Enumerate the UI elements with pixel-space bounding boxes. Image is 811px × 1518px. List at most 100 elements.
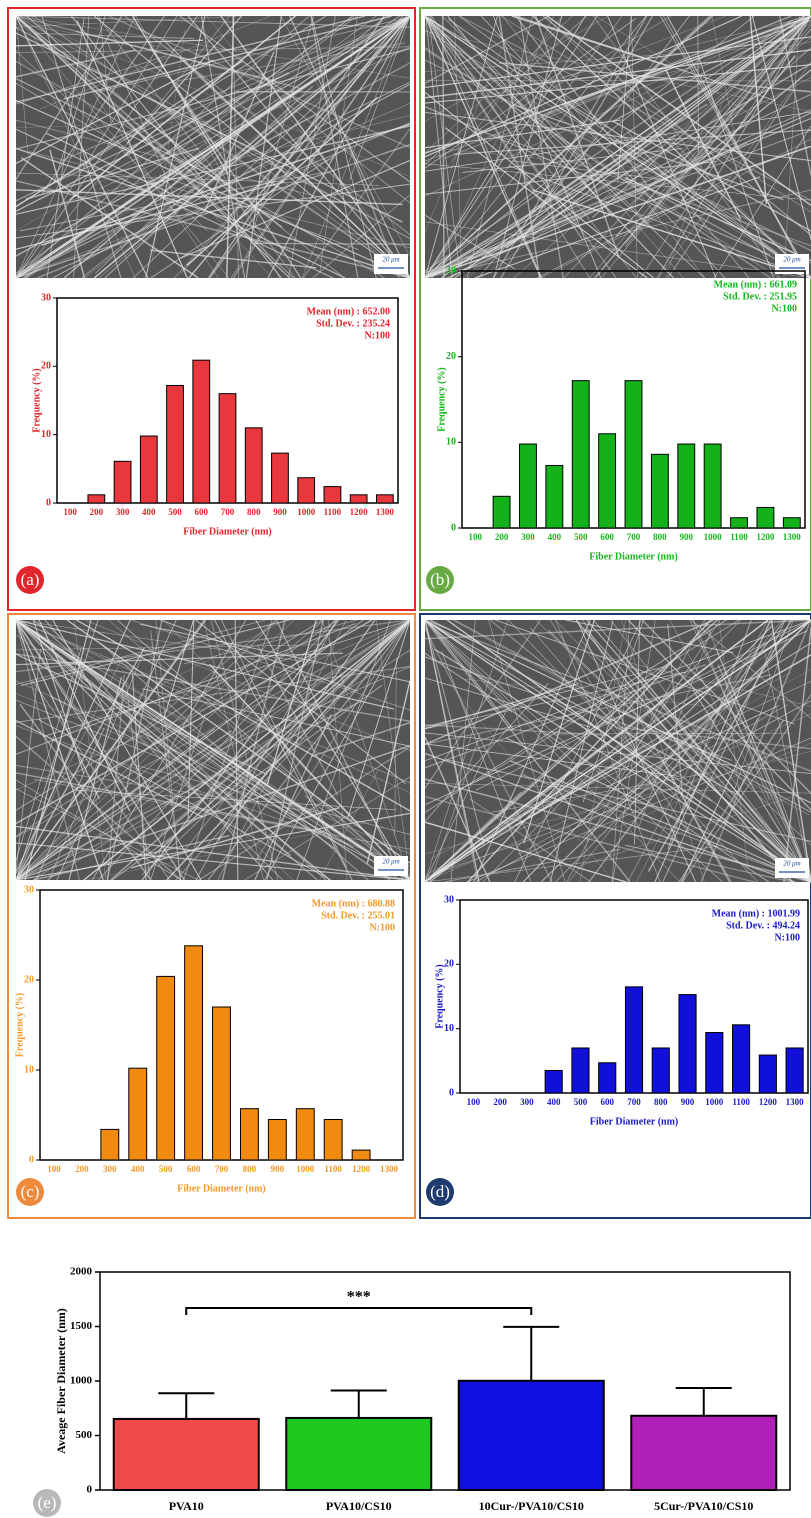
bar [759,1055,776,1093]
x-tick-label: 900 [271,1164,285,1174]
x-tick-label: 400 [548,532,562,542]
x-tick-label: 300 [520,1097,534,1107]
x-tick-label: 800 [243,1164,257,1174]
bar [545,1070,562,1093]
x-axis-title: Fiber Diameter (nm) [589,551,678,562]
x-tick-label: 1200 [350,507,369,517]
x-tick-label: 1100 [732,1097,750,1107]
x-tick-label: 400 [142,507,156,517]
x-tick-label: 100 [63,507,77,517]
stats-annotation: Std. Dev. : 235.24 [316,318,390,329]
x-tick-label: 800 [247,507,261,517]
bar [167,385,184,503]
x-tick-label: 1000 [705,1097,724,1107]
bar [631,1416,776,1490]
y-tick-label: 0 [29,1154,34,1165]
bar [157,976,175,1160]
x-tick-label: 700 [627,532,641,542]
x-tick-label: 1300 [380,1164,399,1174]
y-tick-label: 10 [446,437,456,448]
stats-annotation: Mean (nm) : 1001.99 [712,908,800,919]
y-tick-label: 10 [444,1023,454,1034]
bar [298,478,315,503]
x-axis-title: Fiber Diameter (nm) [177,1183,266,1194]
x-tick-label: 400 [131,1164,145,1174]
x-tick-label: 100 [47,1164,61,1174]
bar [706,1033,723,1093]
x-tick-label: 500 [159,1164,173,1174]
x-tick-label: 600 [600,1097,614,1107]
x-tick-label: 900 [680,532,694,542]
stats-annotation: Mean (nm) : 680.88 [312,898,395,909]
x-tick-label: PVA10/CS10 [326,1499,392,1513]
bar [140,436,157,503]
y-tick-label: 30 [446,265,456,276]
panel-label: (a) [21,570,40,589]
bar [757,507,774,528]
x-tick-label: 1000 [297,507,316,517]
y-tick-label: 0 [449,1087,454,1098]
y-tick-label: 20 [446,351,456,362]
stats-annotation: N:100 [369,922,395,933]
x-tick-label: 500 [168,507,182,517]
x-tick-label: 1200 [352,1164,371,1174]
bar [101,1129,119,1160]
stats-annotation: Std. Dev. : 255.01 [321,910,395,921]
x-tick-label: 900 [273,507,287,517]
fiber [698,16,699,153]
x-tick-label: 100 [468,532,482,542]
bar [352,1150,370,1160]
x-tick-label: 700 [221,507,235,517]
scale-bar-label: 20 μm [783,860,800,868]
stats-annotation: Mean (nm) : 652.00 [307,306,390,317]
stats-annotation: Mean (nm) : 661.09 [714,279,797,290]
y-tick-label: 0 [87,1484,93,1496]
x-tick-label: 100 [467,1097,481,1107]
y-tick-label: 10 [41,429,51,440]
bar [245,428,262,503]
y-axis-title: Frequency (%) [434,964,445,1029]
panel-label: (e) [38,1493,57,1512]
stats-annotation: N:100 [774,932,800,943]
y-tick-label: 30 [24,884,34,895]
x-tick-label: 1000 [296,1164,315,1174]
x-tick-label: 700 [215,1164,229,1174]
bar [350,495,367,503]
significance-bracket [186,1308,531,1315]
y-tick-label: 2000 [70,1266,93,1278]
bar [546,465,563,528]
x-tick-label: 200 [493,1097,507,1107]
bar [731,518,748,528]
y-axis-title: Frequency (%) [436,367,447,432]
bar [213,1007,231,1160]
bar [704,444,721,528]
x-tick-label: 400 [547,1097,561,1107]
bar [493,496,510,528]
y-axis-title: Frequency (%) [14,993,25,1058]
y-tick-label: 1500 [70,1320,93,1332]
x-tick-label: 700 [627,1097,641,1107]
stats-annotation: N:100 [771,303,797,314]
significance-label: *** [347,1289,371,1306]
x-tick-label: PVA10 [169,1499,204,1513]
bar [783,518,800,528]
bar [572,381,589,528]
x-tick-label: 1000 [704,532,723,542]
stats-annotation: Std. Dev. : 494.24 [726,920,800,931]
y-tick-label: 500 [76,1429,93,1441]
y-tick-label: 0 [46,497,51,508]
bar [625,987,642,1093]
y-tick-label: 20 [24,974,34,985]
x-tick-label: 200 [75,1164,89,1174]
x-tick-label: 1100 [324,1164,342,1174]
panel-label: (d) [430,1182,450,1201]
bar [376,495,393,503]
bar [268,1120,286,1161]
bar [459,1381,604,1490]
x-tick-label: 10Cur-/PVA10/CS10 [479,1499,584,1513]
bar [88,495,105,503]
scale-bar-label: 20 μm [783,256,800,264]
bar [679,995,696,1093]
y-tick-label: 0 [451,522,456,533]
bar [324,1120,342,1161]
